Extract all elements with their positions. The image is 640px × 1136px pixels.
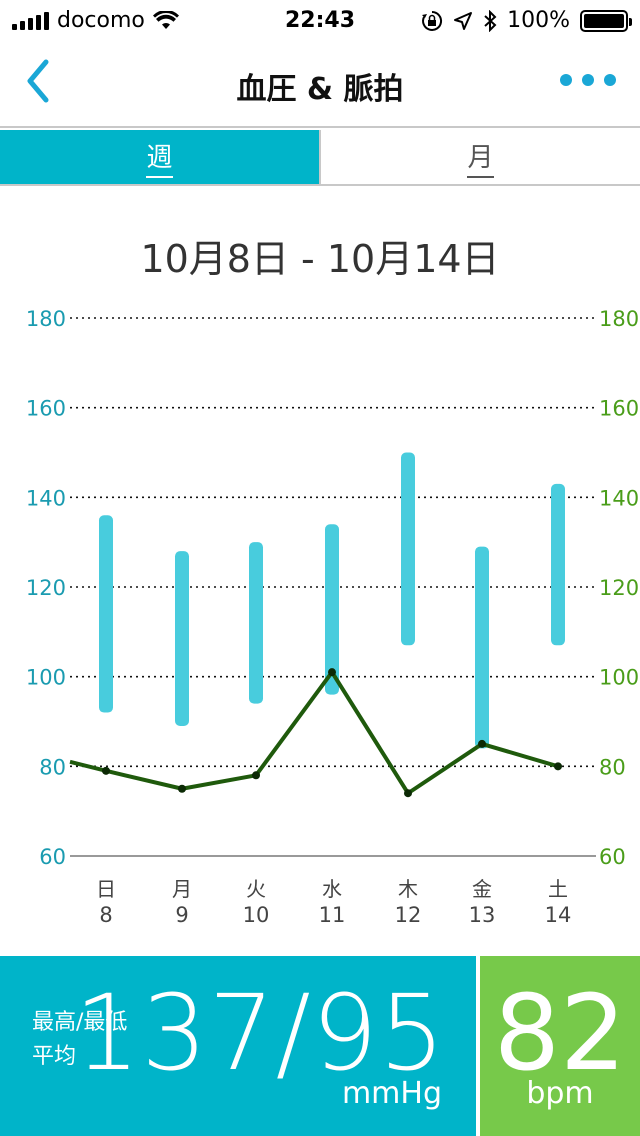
tab-week-label: 週 <box>146 137 173 178</box>
tab-week[interactable]: 週 <box>0 130 319 184</box>
x-tick-date: 14 <box>545 903 572 927</box>
carrier-name: docomo <box>57 8 145 33</box>
tab-month[interactable]: 月 <box>319 130 640 184</box>
battery-icon <box>580 9 632 32</box>
tab-month-label: 月 <box>467 137 494 178</box>
pulse-average-value: 82 <box>493 972 627 1094</box>
right-axis-tick-label: 180 <box>599 307 639 331</box>
more-button[interactable] <box>560 70 620 90</box>
bp-summary-panel[interactable]: 最高/最低 平均 137/95 mmHg <box>0 956 476 1136</box>
bp-range-bar <box>249 542 263 704</box>
location-icon <box>454 11 473 30</box>
left-axis-tick-label: 80 <box>39 755 66 779</box>
right-axis-tick-label: 80 <box>599 755 626 779</box>
pulse-point <box>554 762 562 771</box>
more-dot-icon <box>604 74 616 86</box>
more-dot-icon <box>582 74 594 86</box>
bp-range-bar <box>551 483 565 646</box>
pulse-unit: bpm <box>526 1076 594 1111</box>
x-tick-weekday: 月 <box>172 877 192 901</box>
left-axis-tick-label: 100 <box>26 666 66 690</box>
x-tick-date: 11 <box>319 903 346 927</box>
status-bar: docomo 22:43 100% <box>0 0 640 40</box>
back-button[interactable] <box>18 56 62 106</box>
bp-range-bar <box>401 452 415 646</box>
x-tick-weekday: 木 <box>398 877 418 901</box>
status-time: 22:43 <box>284 8 356 33</box>
pulse-point <box>404 789 412 798</box>
chevron-left-icon <box>27 59 49 103</box>
pulse-point <box>178 784 186 793</box>
x-tick-date: 9 <box>175 903 188 927</box>
bp-range-bar <box>325 524 339 695</box>
pulse-point <box>478 739 486 748</box>
pulse-point <box>102 766 110 775</box>
bp-average-value: 137/95 <box>74 972 446 1094</box>
signal-icon <box>12 11 49 30</box>
bp-unit: mmHg <box>341 1076 442 1111</box>
right-axis-tick-label: 140 <box>599 486 639 510</box>
pulse-line <box>69 670 559 796</box>
bp-range-bar <box>99 515 113 713</box>
page-title: 血圧 & 脈拍 <box>236 72 404 107</box>
bp-summary-label: 最高/最低 平均 <box>32 1006 127 1074</box>
x-tick-date: 12 <box>395 903 422 927</box>
wifi-icon <box>152 10 179 29</box>
x-tick-weekday: 水 <box>322 877 342 901</box>
bp-range-bar <box>175 551 189 726</box>
pulse-point <box>252 771 260 780</box>
bp-summary-label-line2: 平均 <box>32 1044 77 1069</box>
period-tabs: 週 月 <box>0 130 640 186</box>
nav-bar: 血圧 & 脈拍 <box>0 40 640 128</box>
left-axis-tick-label: 160 <box>26 397 66 421</box>
bluetooth-icon <box>484 9 497 32</box>
status-right: 100% <box>421 8 632 33</box>
x-tick-date: 13 <box>469 903 496 927</box>
x-tick-weekday: 土 <box>548 877 568 901</box>
more-dot-icon <box>560 74 572 86</box>
x-tick-date: 8 <box>99 903 112 927</box>
right-axis-tick-label: 160 <box>599 397 639 421</box>
bp-pulse-chart: 180 160 140 120 100 80 60 180 160 140 120 100 80 60 日8… <box>26 307 639 927</box>
bp-summary-label-line1: 最高/最低 <box>32 1010 128 1035</box>
x-tick-weekday: 金 <box>472 877 492 901</box>
date-range: 10月8日 - 10月14日 <box>140 237 500 281</box>
left-axis-tick-label: 60 <box>39 845 66 869</box>
pulse-summary-panel[interactable]: 82 bpm <box>480 956 640 1136</box>
x-tick-weekday: 日 <box>96 877 116 901</box>
x-tick-date: 10 <box>243 903 270 927</box>
bp-range-bar <box>475 546 489 749</box>
right-axis-tick-label: 100 <box>599 666 639 690</box>
left-axis-tick-label: 180 <box>26 307 66 331</box>
pulse-point <box>328 668 336 677</box>
right-axis-tick-label: 60 <box>599 845 626 869</box>
status-left: docomo <box>12 8 179 33</box>
battery-percent: 100% <box>507 8 570 33</box>
left-axis-tick-label: 140 <box>26 486 66 510</box>
orientation-lock-icon <box>422 10 443 31</box>
left-axis-tick-label: 120 <box>26 576 66 600</box>
right-axis-tick-label: 120 <box>599 576 639 600</box>
x-tick-weekday: 火 <box>246 877 266 901</box>
